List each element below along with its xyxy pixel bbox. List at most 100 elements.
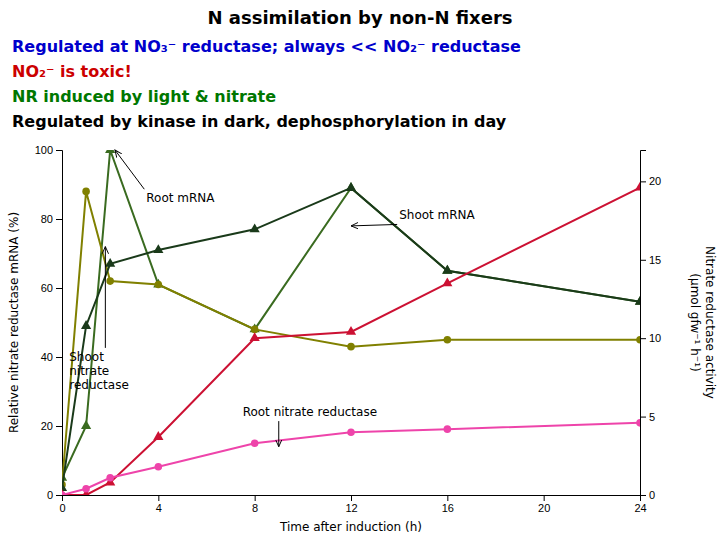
text-line: Relative nitrate reductase mRNA (%)	[7, 212, 21, 433]
series-marker	[155, 281, 163, 289]
x-axis-tick-mark	[447, 495, 448, 501]
y-axis-tick: 40	[41, 351, 62, 363]
x-axis-tick: 24	[634, 495, 646, 514]
x-axis-tick-mark	[255, 495, 256, 501]
x-axis-tick-label: 16	[442, 502, 454, 514]
y-axis-tick-label: 0	[47, 489, 53, 501]
series-marker	[62, 482, 67, 491]
y2-axis-tick-label: 10	[649, 332, 661, 344]
y-axis-tick-label: 20	[41, 420, 53, 432]
series-marker	[442, 277, 452, 286]
text-line: Time after induction (h)	[279, 520, 422, 534]
annotation-arrow	[278, 421, 279, 447]
y-axis-tick-mark	[56, 357, 62, 358]
annotation: Root mRNA	[146, 191, 215, 205]
x-axis-tick: 16	[442, 495, 454, 514]
annotations: Root mRNA Shootnitratereductase Shoot mRNA…	[69, 150, 475, 447]
series-marker	[346, 326, 356, 335]
y-axis-tick-mark	[56, 219, 62, 220]
y2-axis-line	[641, 151, 647, 496]
x-axis-label: Time after induction (h)	[279, 520, 422, 534]
x-axis-tick: 0	[59, 495, 65, 514]
series-marker	[155, 463, 163, 471]
y2-axis-tick-mark	[640, 495, 646, 496]
series-marker	[153, 244, 163, 253]
x-axis-tick-label: 20	[538, 502, 550, 514]
y-axis-tick-mark	[56, 288, 62, 289]
annotation-arrow	[115, 150, 144, 189]
y-axis-tick: 60	[41, 282, 62, 294]
text-line: Root nitrate reductase	[243, 405, 377, 419]
y-axis-tick-label: 60	[41, 282, 53, 294]
y2-axis-tick-mark	[640, 417, 646, 418]
x-axis-tick: 8	[252, 495, 258, 514]
series-marker	[62, 491, 66, 495]
series-marker	[636, 419, 640, 427]
y2-axis-tick: 0	[640, 489, 655, 501]
x-axis-tick-label: 24	[634, 502, 646, 514]
series-marker	[250, 332, 260, 341]
text-line: nitrate	[69, 364, 109, 378]
series-marker	[347, 428, 355, 436]
series-marker	[636, 336, 640, 344]
x-axis-tick: 12	[345, 495, 357, 514]
series-marker	[106, 474, 114, 482]
series-marker	[251, 439, 259, 447]
y-axis-tick-mark	[56, 150, 62, 151]
series-marker	[82, 485, 90, 493]
y2-axis-tick-mark	[640, 181, 646, 182]
y2-axis: 0 5 10 15 20	[640, 151, 661, 502]
x-axis-tick: 4	[156, 495, 162, 514]
series-marker	[81, 420, 91, 429]
series-marker	[105, 258, 115, 267]
text-line: Shoot mRNA	[399, 208, 475, 222]
chart: N assimilation by non-N fixers Regulated …	[0, 0, 720, 540]
series-marker	[106, 277, 114, 285]
annotation: Shootnitratereductase	[69, 350, 129, 392]
series-marker	[635, 296, 640, 305]
series-line	[62, 188, 640, 495]
subtitle: Regulated at NO₃⁻ reductase; always << N…	[12, 37, 521, 56]
y2-axis-tick-label: 20	[649, 175, 661, 187]
text-line: Nitrate reductase activity	[703, 246, 717, 399]
x-axis-tick-label: 8	[252, 502, 258, 514]
x-axis: 0 4 8 12 16 20 24	[59, 495, 646, 514]
y-axis-tick-label: 100	[35, 144, 53, 156]
x-axis-line	[63, 496, 641, 502]
y-axis-tick: 20	[41, 420, 62, 432]
series-marker	[250, 223, 260, 232]
y2-axis-tick: 15	[640, 254, 661, 266]
y2-axis-label: Nitrate reductase activity(μmol gfw⁻¹ h⁻…	[688, 246, 717, 399]
text-line: (μmol gfw⁻¹ h⁻¹)	[688, 273, 702, 371]
y-axis-tick: 0	[47, 489, 62, 501]
series-marker	[442, 265, 452, 274]
y-axis-tick-mark	[56, 495, 62, 496]
series-marker	[442, 265, 452, 274]
annotation: Shoot mRNA	[399, 208, 475, 222]
x-axis-tick-label: 4	[156, 502, 162, 514]
y-axis-line	[56, 151, 63, 496]
series-line	[62, 191, 640, 484]
y-axis-tick-label: 40	[41, 351, 53, 363]
series-marker	[105, 150, 115, 153]
text-line: reductase	[69, 378, 129, 392]
subtitle: NO₂⁻ is toxic!	[12, 62, 132, 81]
y-axis-tick: 80	[41, 213, 62, 225]
y2-axis-tick: 20	[640, 175, 661, 187]
plot: 0481216202402040608010005101520Time afte…	[7, 144, 717, 534]
subtitle: NR induced by light & nitrate	[12, 87, 276, 106]
y2-axis-tick-mark	[640, 338, 646, 339]
y2-axis-tick-mark	[640, 260, 646, 261]
series-line	[62, 188, 640, 488]
y2-axis-tick-label: 5	[649, 411, 655, 423]
subtitle: Regulated by kinase in dark, dephosphory…	[12, 112, 507, 131]
x-axis-tick-mark	[158, 495, 159, 501]
x-axis-tick: 20	[538, 495, 550, 514]
title: N assimilation by non-N fixers	[208, 7, 513, 28]
text-line: Root mRNA	[146, 191, 215, 205]
annotation-arrow	[351, 224, 397, 225]
y2-axis-tick: 10	[640, 332, 661, 344]
series-marker	[444, 336, 452, 344]
y2-axis-tick-label: 0	[649, 489, 655, 501]
y2-axis-tick: 5	[640, 411, 655, 423]
